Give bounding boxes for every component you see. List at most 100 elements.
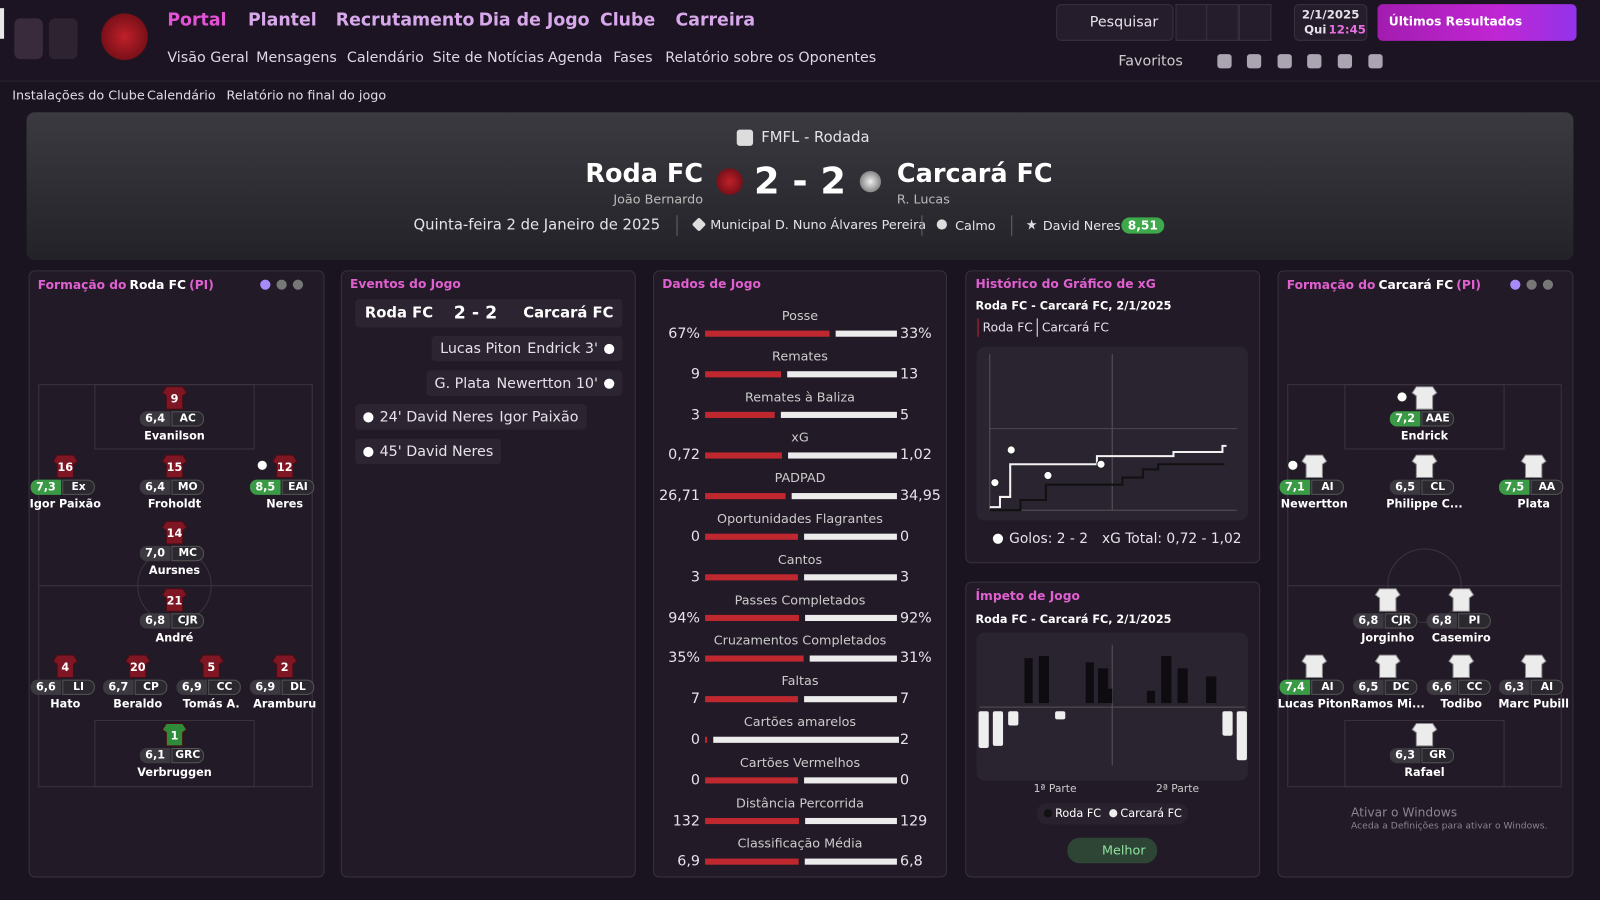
- menu-item[interactable]: Recrutamento: [335, 10, 475, 31]
- menu-item[interactable]: Carreira: [675, 10, 756, 31]
- player-name[interactable]: Endrick: [1400, 429, 1449, 443]
- penalty-box: [1344, 384, 1505, 450]
- momentum-bar-home: [1161, 656, 1172, 704]
- player-name[interactable]: Rafael: [1404, 765, 1445, 780]
- stat-bar-home: [705, 493, 786, 500]
- results-button[interactable]: [1377, 4, 1577, 41]
- goal-icon: [363, 446, 374, 457]
- page-dot[interactable]: [292, 279, 304, 290]
- best-button[interactable]: [1067, 837, 1158, 864]
- shortcut-icon[interactable]: [1277, 54, 1292, 69]
- player-name[interactable]: Evanilson: [144, 429, 205, 443]
- player-name[interactable]: Newertton: [1280, 497, 1348, 511]
- shortcut-icon[interactable]: [1246, 54, 1262, 69]
- player-position: AI: [1321, 480, 1334, 493]
- menu-item[interactable]: Dia de Jogo: [478, 10, 590, 31]
- player-name[interactable]: Neres: [266, 497, 304, 511]
- page-dot[interactable]: [276, 279, 287, 290]
- stat-label: Cartões amarelos: [743, 713, 857, 730]
- player-position: EAI: [288, 480, 308, 493]
- back-button[interactable]: [14, 18, 43, 60]
- stat-home: 6,9: [677, 853, 700, 870]
- player-name[interactable]: André: [155, 631, 194, 645]
- player-name[interactable]: Froholdt: [147, 497, 202, 511]
- event-row: 45' David Neres: [355, 438, 502, 465]
- player-name[interactable]: Todibo: [1440, 697, 1482, 711]
- momentum-bar-home: [1085, 662, 1094, 704]
- position-box: [208, 679, 241, 695]
- stat-home: 3: [690, 406, 700, 424]
- position-box: [1384, 679, 1418, 695]
- page-dot[interactable]: [260, 279, 271, 290]
- stat-home: 9: [690, 366, 700, 383]
- player-name[interactable]: Hato: [50, 697, 81, 711]
- player-name[interactable]: Beraldo: [113, 697, 163, 711]
- forward-button[interactable]: [48, 18, 78, 60]
- submenu-item[interactable]: Site de Notícias: [432, 49, 545, 67]
- lineup-title: Formação do Roda FC (PI): [38, 276, 214, 294]
- time: 12:45: [1328, 22, 1366, 37]
- shortcut-icon[interactable]: [1217, 54, 1232, 69]
- player-name[interactable]: Casemiro: [1431, 631, 1491, 645]
- submenu-item[interactable]: Calendário: [346, 49, 424, 67]
- submenu-item[interactable]: Relatório sobre os Oponentes: [665, 49, 877, 67]
- submenu-item[interactable]: Agenda: [547, 49, 603, 67]
- position-box: [1311, 679, 1344, 695]
- breadcrumb-item[interactable]: Instalações do Clube: [12, 87, 145, 103]
- player-name[interactable]: Philippe C...: [1386, 497, 1463, 511]
- player-name[interactable]: Jorginho: [1361, 631, 1415, 645]
- player-name[interactable]: Plata: [1517, 497, 1550, 511]
- shortcut-icon[interactable]: [1368, 54, 1383, 69]
- player-name[interactable]: Verbruggen: [137, 765, 212, 780]
- stat-bar-home: [705, 574, 798, 581]
- favorites[interactable]: Favoritos: [1118, 53, 1183, 70]
- player-name[interactable]: Lucas Piton: [1277, 697, 1351, 711]
- shirt-number: 16: [57, 460, 74, 474]
- player-name[interactable]: Aramburu: [253, 697, 317, 711]
- page-dot[interactable]: [1510, 279, 1521, 290]
- shortcut-icon[interactable]: [1307, 54, 1322, 69]
- shirt: [271, 654, 298, 679]
- player-name[interactable]: Marc Pubill: [1498, 697, 1569, 711]
- submenu-item[interactable]: Mensagens: [256, 49, 337, 67]
- shortcut-icon[interactable]: [1337, 54, 1353, 69]
- best-label[interactable]: Melhor: [1102, 842, 1146, 858]
- breadcrumb-item[interactable]: Calendário: [146, 87, 216, 103]
- menu-item[interactable]: Plantel: [247, 10, 317, 31]
- rating-box: [1279, 679, 1311, 695]
- club-logo[interactable]: [96, 10, 153, 64]
- stat-bar-away: [804, 574, 897, 581]
- page-dot[interactable]: [1542, 279, 1554, 290]
- player-position: CJR: [1390, 614, 1412, 627]
- player-name[interactable]: Igor Paixão: [29, 497, 101, 511]
- stat-bar-home: [705, 655, 804, 662]
- toolbar-button[interactable]: [1206, 4, 1239, 41]
- stat-bar-home: [705, 858, 799, 865]
- submenu-item[interactable]: Fases: [613, 49, 653, 67]
- xg-line-home: [989, 463, 1225, 512]
- stat-home: 0,72: [668, 447, 700, 464]
- player-name[interactable]: Tomás A.: [182, 697, 240, 711]
- toolbar-button[interactable]: [1238, 4, 1272, 41]
- menu-item[interactable]: Clube: [599, 10, 656, 31]
- player-rating: 6,8: [1431, 613, 1452, 628]
- menu-item[interactable]: Portal: [167, 10, 227, 31]
- search-box[interactable]: [1056, 4, 1174, 41]
- lineup-title-text: Formação do: [37, 277, 127, 292]
- page-dot[interactable]: [1526, 279, 1537, 290]
- player-rating: 7,4: [1284, 680, 1305, 694]
- panel-title: Ímpeto de Jogo: [975, 588, 1080, 604]
- player-name[interactable]: Aursnes: [148, 563, 201, 578]
- player-name[interactable]: Ramos Mi...: [1350, 697, 1425, 711]
- stat-label: Faltas: [781, 673, 819, 689]
- rating-box: [1353, 679, 1384, 695]
- shirt-number: 14: [166, 527, 183, 541]
- submenu-item[interactable]: Visão Geral: [167, 49, 249, 67]
- rating-box: [139, 545, 171, 562]
- stat-label: Passes Completados: [734, 591, 866, 608]
- stat-away: 129: [899, 812, 928, 830]
- rating-box: [249, 679, 281, 695]
- rating-box: [1389, 411, 1421, 427]
- divider: [1011, 215, 1013, 236]
- stat-bar-away: [804, 533, 897, 540]
